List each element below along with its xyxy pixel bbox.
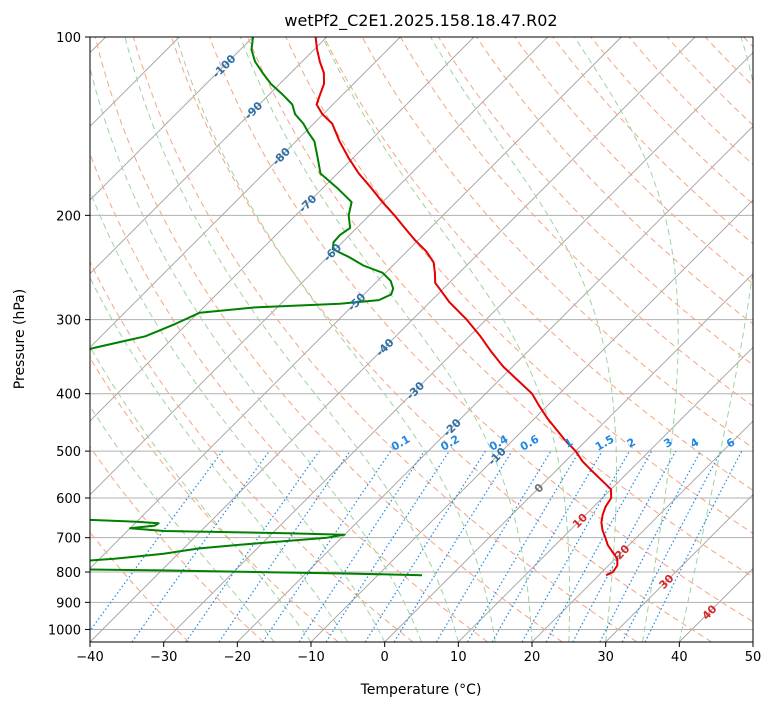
mixing-ratio-line xyxy=(218,450,351,642)
x-tick-label: 10 xyxy=(450,650,467,665)
moist-adiabat-line xyxy=(90,189,386,642)
mixing-ratio-line xyxy=(393,450,513,642)
y-tick-label: 700 xyxy=(56,532,81,547)
y-tick-label: 200 xyxy=(56,209,81,224)
sounding-series xyxy=(90,37,619,577)
moist-adiabat-line xyxy=(322,37,571,642)
temperature-line xyxy=(314,37,619,577)
moist-adiabat-line xyxy=(90,65,422,642)
dry-adiabat-line xyxy=(209,37,753,623)
background-lines xyxy=(90,37,753,642)
isotherm-line xyxy=(90,37,548,496)
y-tick-label: 400 xyxy=(56,388,81,403)
dry-adiabat-line xyxy=(247,37,753,578)
x-axis-label: Temperature (°C) xyxy=(360,682,482,698)
isotherm-line xyxy=(90,37,327,275)
y-tick-label: 500 xyxy=(56,445,81,460)
dry-adiabat-line xyxy=(90,446,264,642)
dry-adiabat-line xyxy=(514,37,753,285)
mixing-ratio-line xyxy=(545,450,653,642)
y-tick-label: 900 xyxy=(56,596,81,611)
dry-adiabat-line xyxy=(476,37,753,325)
y-axis-label: Pressure (hPa) xyxy=(12,289,28,389)
isotherm-line xyxy=(163,52,753,642)
x-tick-label: −40 xyxy=(76,650,103,665)
mixing-ratio-line xyxy=(325,450,450,642)
moist-adiabat-line xyxy=(90,405,275,642)
x-tick-label: 30 xyxy=(597,650,614,665)
mixing-ratio-line xyxy=(572,450,677,642)
x-tick-label: −30 xyxy=(150,650,177,665)
mixing-ratio-label: 8 xyxy=(750,436,763,451)
y-tick-label: 800 xyxy=(56,566,81,581)
x-tick-label: 50 xyxy=(745,650,762,665)
dry-adiabat-line xyxy=(132,37,638,642)
chart-title: wetPf2_C2E1.2025.158.18.47.R02 xyxy=(284,11,557,31)
x-tick-label: 40 xyxy=(671,650,688,665)
mixing-ratio-line xyxy=(521,450,631,642)
mixing-ratio-line xyxy=(185,450,320,642)
dry-adiabat-line xyxy=(94,37,563,642)
dry-adiabat-line xyxy=(399,37,753,407)
mixing-ratio-line xyxy=(131,450,270,642)
y-tick-label: 100 xyxy=(56,31,81,46)
dewpoint-line xyxy=(90,37,423,577)
moist-adiabat-line xyxy=(574,37,679,642)
mixing-ratio-line xyxy=(466,450,580,642)
x-tick-label: 0 xyxy=(381,650,389,665)
isotherm-line xyxy=(605,494,753,642)
isotherm-line xyxy=(531,420,753,642)
dry-adiabat-line xyxy=(628,37,753,166)
isotherm-line xyxy=(90,37,254,201)
isotherm-line xyxy=(90,37,401,348)
isotherm-line xyxy=(90,37,475,422)
moist-adiabat-line xyxy=(90,276,349,642)
y-tick-label: 600 xyxy=(56,492,81,507)
isotherm-line xyxy=(384,273,753,642)
mixing-ratio-line xyxy=(90,450,223,632)
x-tick-label: 20 xyxy=(524,650,541,665)
moist-adiabat-line xyxy=(430,37,617,642)
isotherm-line xyxy=(237,125,753,642)
y-tick-label: 300 xyxy=(56,314,81,329)
mixing-ratio-line xyxy=(435,450,552,642)
isotherm-line xyxy=(90,37,622,569)
isotherm-line xyxy=(458,346,753,642)
x-tick-label: −10 xyxy=(297,650,324,665)
mixing-ratio-line xyxy=(364,450,486,642)
moist-adiabat-line xyxy=(175,37,496,642)
moist-adiabat-line xyxy=(124,37,459,642)
mixing-ratio-line xyxy=(491,450,603,642)
moist-adiabat-line xyxy=(678,37,753,642)
dry-adiabat-line xyxy=(323,37,753,491)
moist-adiabat-line xyxy=(90,345,312,642)
moist-adiabat-line xyxy=(239,37,533,642)
dry-adiabat-line xyxy=(361,37,753,449)
axes: −40 −30 −20 −10 0 10 20 30 40 50 100 200 300 400 500 60… xyxy=(48,31,761,665)
plot-frame xyxy=(89,36,754,643)
y-tick-label: 1000 xyxy=(48,623,81,638)
x-tick-label: −20 xyxy=(224,650,251,665)
